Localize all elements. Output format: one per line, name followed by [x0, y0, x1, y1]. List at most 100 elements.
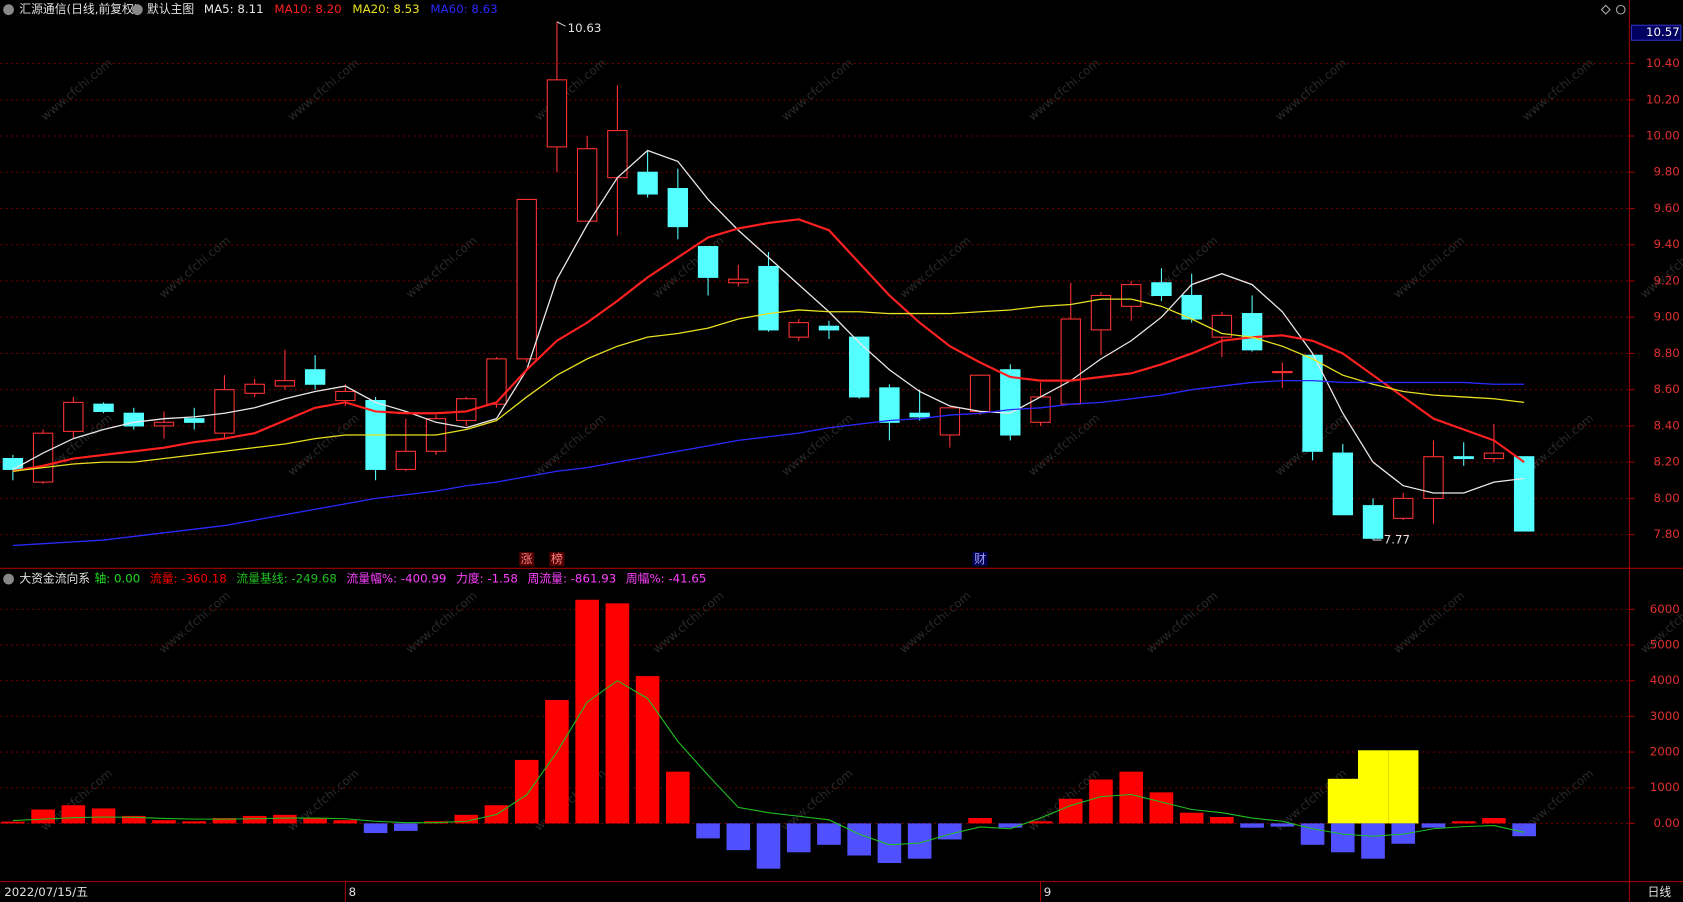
candle-body [848, 336, 870, 398]
flow-bar [575, 599, 599, 824]
candle-body [909, 412, 930, 418]
ma-line [12, 149, 1525, 494]
menu-icon[interactable] [3, 573, 14, 585]
y-tick-label: 10.40 [1646, 56, 1680, 70]
indicator-title: 大资金流向系 [19, 572, 90, 586]
flow-bar [696, 823, 720, 839]
candle-body [244, 383, 265, 394]
zoom-icon[interactable] [1615, 4, 1626, 15]
settings-icon[interactable] [1600, 4, 1611, 15]
candle-body [1121, 284, 1142, 307]
candle-body [2, 457, 24, 470]
annotation: 7.77 [1384, 533, 1410, 547]
chart-title: 汇源通信(日线,前复权) [19, 2, 138, 16]
candle-body [63, 401, 84, 432]
candle-body [1000, 369, 1021, 436]
legend-entry: 流量基线: -249.68 [236, 572, 336, 586]
flow-bar [877, 823, 902, 863]
flow-bar [454, 814, 479, 824]
y-tick-label: 6000 [1650, 602, 1680, 616]
event-marker: 榜 [551, 552, 563, 566]
flow-bar [1482, 818, 1506, 824]
candle-body [184, 418, 205, 423]
candle-body [1332, 452, 1353, 516]
legend-entry: 力度: -1.58 [456, 572, 518, 586]
flow-bar [303, 818, 327, 824]
flow-bar [1119, 771, 1144, 824]
y-tick-label: 8.00 [1654, 491, 1680, 505]
flow-bar [605, 603, 630, 824]
flow-bar [91, 808, 116, 824]
legend-entry: MA60: 8.63 [430, 2, 497, 16]
flow-bar [1210, 816, 1234, 824]
baseline-line [12, 680, 1525, 846]
flow-bar [635, 676, 660, 824]
candle-body [516, 198, 537, 360]
y-tick-label: 0.00 [1654, 816, 1680, 830]
y-tick-label: 8.40 [1654, 418, 1680, 432]
candle-body [637, 171, 658, 195]
ma-line [12, 218, 1525, 473]
flow-bar [1179, 812, 1204, 824]
legend-entry: MA10: 8.20 [274, 2, 341, 16]
flow-bar [61, 805, 86, 824]
candle-body [1423, 456, 1444, 499]
candle-body [697, 246, 719, 278]
y-tick-label: 9.40 [1654, 237, 1680, 251]
y-tick-label: 8.80 [1654, 346, 1680, 360]
candle-body [274, 380, 296, 387]
y-tick-label: 8.60 [1654, 382, 1680, 396]
event-marker: 涨 [521, 552, 533, 566]
flow-bar [1028, 821, 1053, 824]
candle-body [1453, 456, 1474, 460]
axis-top-label: 10.57 [1646, 25, 1680, 39]
y-tick-label: 10.00 [1646, 129, 1680, 143]
y-tick-label: 3000 [1650, 709, 1680, 723]
flow-bar [1149, 792, 1174, 824]
flow-bar [786, 823, 811, 853]
highlight-bar [1388, 750, 1419, 824]
flow-bar [756, 823, 781, 869]
event-box [519, 552, 535, 567]
legend-entry: 流量幅%: -400.99 [347, 572, 447, 586]
flow-bar [817, 823, 841, 845]
candle-body [969, 374, 991, 412]
axis-top-box [1630, 24, 1682, 41]
event-marker: 财 [974, 552, 986, 566]
flow-bar [514, 759, 539, 824]
y-tick-label: 7.80 [1654, 527, 1680, 541]
y-tick-label: 9.60 [1654, 201, 1680, 215]
flow-bar [968, 818, 992, 824]
candle-body [939, 407, 961, 436]
y-tick-label: 10.20 [1646, 92, 1680, 106]
y-tick-label: 9.80 [1654, 165, 1680, 179]
menu-icon[interactable] [132, 4, 143, 16]
candle-body [607, 130, 628, 179]
y-tick-label: 2000 [1650, 745, 1680, 759]
event-box [549, 552, 565, 567]
x-tick-label: 8 [349, 885, 357, 899]
legend-entry: MA5: 8.11 [204, 2, 264, 16]
flow-bar [182, 821, 207, 824]
annotation: 10.63 [568, 21, 602, 35]
highlight-bar [1327, 778, 1358, 824]
flow-bar [1, 821, 25, 824]
candle-body [1090, 294, 1112, 331]
flow-bar [333, 820, 358, 824]
flow-bar [121, 815, 146, 824]
flow-bar [152, 820, 176, 824]
legend-entry: 轴: 0.00 [94, 572, 140, 586]
menu-icon[interactable] [3, 4, 14, 16]
flow-bar [242, 815, 267, 824]
candle-body [395, 450, 417, 470]
y-tick-label: 9.20 [1654, 273, 1680, 287]
legend-entry: 周幅%: -41.65 [626, 572, 707, 586]
x-tick-label: 9 [1044, 885, 1052, 899]
candle-body [1483, 452, 1505, 460]
flow-bar [1270, 823, 1295, 827]
candle-body [304, 369, 326, 385]
candle-body [667, 188, 689, 228]
chart-subtitle: 默认主图 [147, 2, 194, 16]
candle-body [1362, 505, 1384, 539]
